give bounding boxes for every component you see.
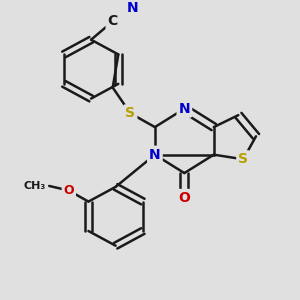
Text: N: N	[127, 1, 138, 14]
Text: O: O	[178, 191, 190, 205]
Text: N: N	[149, 148, 161, 162]
Text: C: C	[108, 14, 118, 28]
Text: S: S	[125, 106, 135, 120]
Text: N: N	[178, 102, 190, 116]
Text: S: S	[238, 152, 248, 166]
Text: CH₃: CH₃	[24, 181, 46, 191]
Text: O: O	[64, 184, 74, 197]
